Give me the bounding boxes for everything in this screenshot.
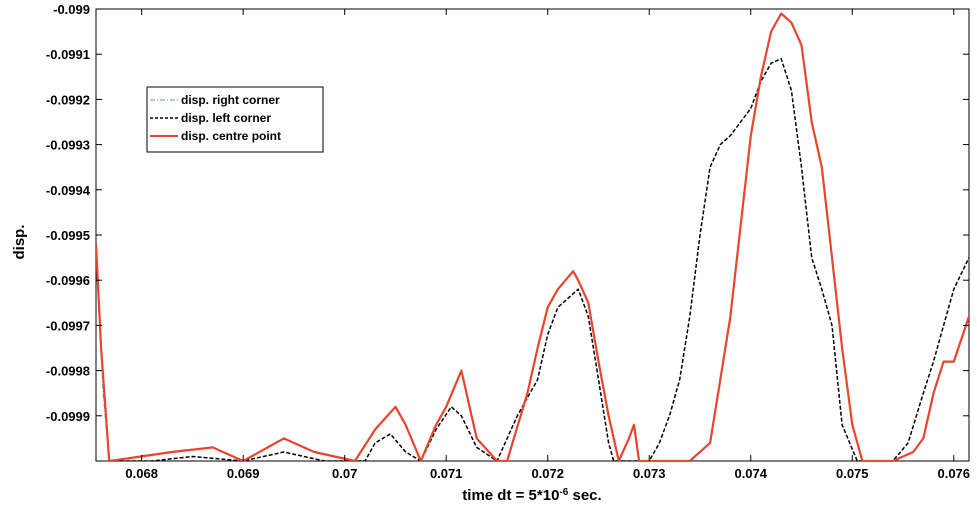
y-axis-label: disp.: [11, 224, 28, 259]
x-tick-label: 0.074: [734, 466, 767, 481]
y-tick-label: -0.0997: [46, 318, 90, 333]
x-tick-label: 0.075: [836, 466, 869, 481]
y-tick-label: -0.0996: [46, 273, 90, 288]
y-tick-label: -0.0993: [46, 138, 90, 153]
y-tick-label: -0.0998: [46, 364, 90, 379]
y-tick-label: -0.0992: [46, 92, 90, 107]
y-tick-label: -0.0994: [46, 183, 91, 198]
x-tick-label: 0.072: [531, 466, 564, 481]
y-tick-label: -0.0991: [46, 47, 90, 62]
x-axis-label: time dt = 5*10-6 sec.: [462, 487, 601, 505]
legend-label-right-corner: disp. right corner: [181, 93, 280, 107]
x-tick-label: 0.07: [332, 466, 357, 481]
legend-label-left-corner: disp. left corner: [181, 111, 271, 125]
plot-area: [95, 8, 970, 462]
x-tick-label: 0.076: [937, 466, 970, 481]
x-tick-label: 0.071: [430, 466, 463, 481]
legend-label-centre-point: disp. centre point: [181, 129, 281, 143]
series-left-corner: [96, 57, 969, 461]
legend: disp. right corner disp. left corner dis…: [146, 86, 324, 153]
x-tick-label: 0.073: [633, 466, 666, 481]
y-tick-label: -0.099: [53, 2, 90, 17]
series-centre-point: [96, 12, 969, 461]
y-tick-label: -0.0995: [46, 228, 90, 243]
x-tick-label: 0.069: [227, 466, 260, 481]
x-tick-label: 0.068: [125, 466, 158, 481]
legend-box: [146, 86, 324, 153]
y-tick-label: -0.0999: [46, 409, 90, 424]
